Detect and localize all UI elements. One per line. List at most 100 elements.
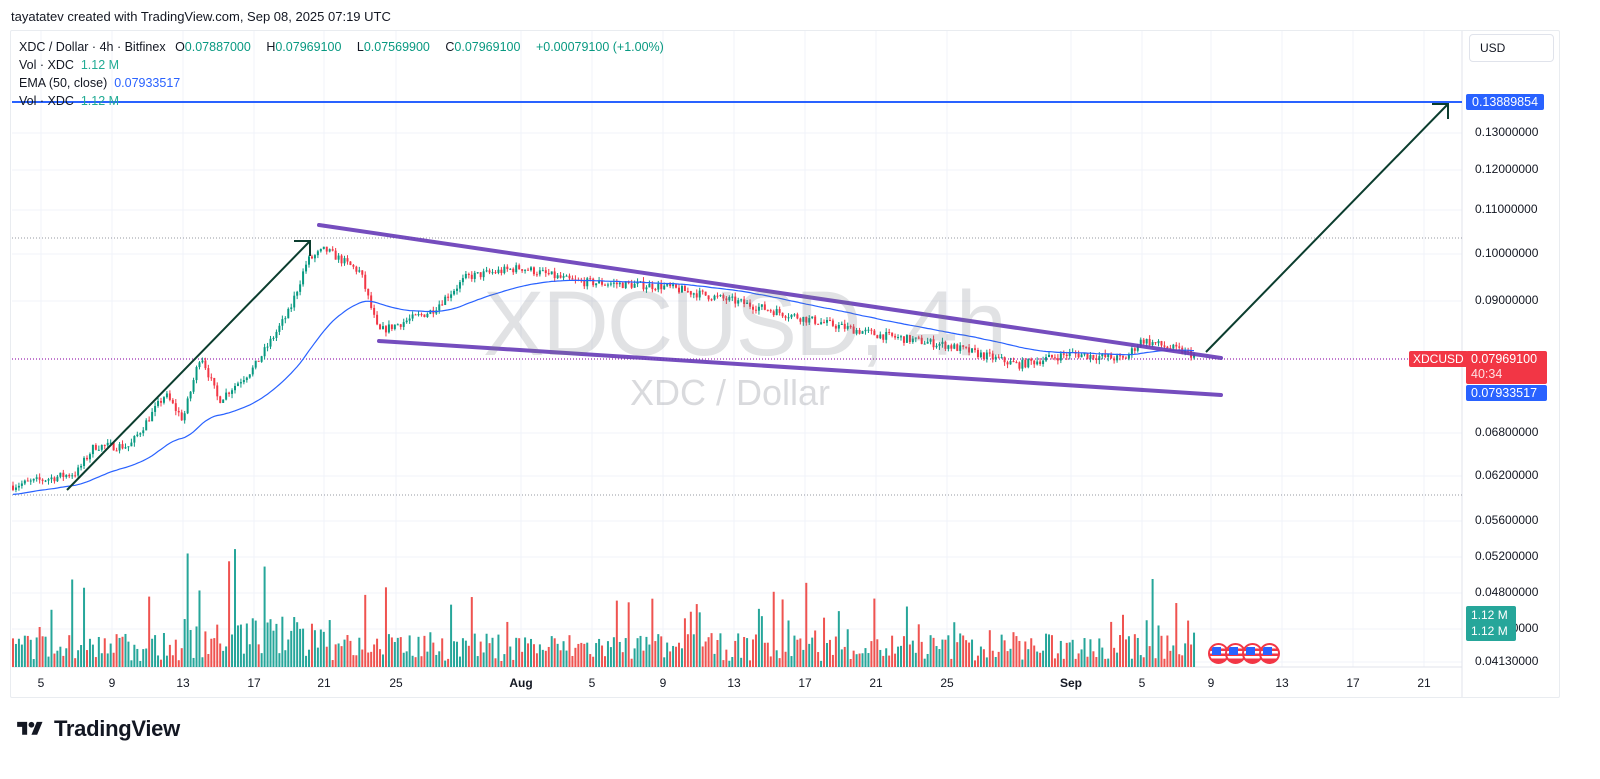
- candle-body: [746, 302, 749, 305]
- candle-body: [657, 283, 660, 290]
- candle-body: [1151, 342, 1154, 346]
- time-tick-label: 17: [1346, 676, 1360, 690]
- economic-events[interactable]: [1208, 643, 1280, 664]
- candle-body: [1015, 362, 1018, 364]
- volume-bar: [1000, 634, 1003, 667]
- volume-bar: [1148, 646, 1151, 667]
- candle-body: [1012, 361, 1015, 363]
- candle-body: [160, 401, 162, 403]
- candle-body: [710, 299, 713, 301]
- volume-bar: [450, 604, 453, 667]
- candle-body: [139, 433, 142, 435]
- volume-bar: [787, 620, 790, 667]
- us-flag-icon[interactable]: [1259, 643, 1280, 664]
- candle-body: [852, 326, 855, 334]
- volume-legend-row[interactable]: Vol · XDC 1.12 M: [19, 56, 670, 74]
- volume-bar: [390, 637, 393, 667]
- candle-body: [47, 479, 50, 481]
- volume-bar: [222, 650, 225, 667]
- ema-legend-row[interactable]: EMA (50, close) 0.07933517: [19, 74, 670, 92]
- tradingview-logo[interactable]: TradingView: [12, 716, 180, 742]
- volume-bar: [846, 629, 849, 667]
- candle-body: [62, 472, 65, 477]
- currency-button[interactable]: USD: [1469, 34, 1554, 62]
- volume-bar: [749, 660, 752, 667]
- candle-body: [245, 377, 248, 381]
- volume-bar: [343, 639, 346, 667]
- candle-body: [213, 377, 216, 386]
- candle-body: [130, 442, 133, 447]
- volume-bar: [991, 650, 994, 667]
- volume-bar: [1003, 640, 1006, 667]
- candle-body: [920, 337, 923, 344]
- volume-bar: [820, 660, 823, 667]
- volume-legend-row-2[interactable]: Vol · XDC 1.12 M: [19, 92, 670, 110]
- candle-body: [982, 352, 985, 360]
- price-tick-label: 0.11000000: [1475, 202, 1538, 216]
- candle-body: [180, 412, 183, 421]
- volume-bar: [864, 648, 867, 667]
- candle-body: [843, 323, 846, 329]
- close-key: C: [445, 40, 455, 54]
- candle-body: [343, 258, 346, 264]
- candle-body: [420, 314, 423, 316]
- volume-bar: [707, 637, 710, 667]
- candle-body: [65, 474, 68, 477]
- candle-body: [500, 269, 503, 274]
- candle-body: [319, 248, 322, 252]
- volume-bar: [231, 634, 234, 667]
- candle-body: [1142, 339, 1145, 344]
- candle-body: [784, 316, 787, 318]
- volume-bar: [766, 642, 769, 667]
- time-tick-label: 21: [869, 676, 883, 690]
- volume-bar: [888, 655, 891, 667]
- volume-bar: [65, 648, 68, 667]
- candle-body: [678, 287, 680, 293]
- volume-bar: [1077, 653, 1080, 667]
- volume-bar: [337, 643, 340, 667]
- volume-bar: [479, 641, 482, 667]
- volume-bar: [1119, 635, 1122, 667]
- candle-body: [423, 314, 426, 318]
- volume-bar: [485, 633, 488, 667]
- ema-value: 0.07933517: [114, 76, 181, 90]
- candle-body: [441, 304, 444, 306]
- candle-body: [953, 344, 956, 349]
- open-value: 0.07887000: [184, 40, 251, 54]
- volume-bar: [435, 654, 438, 667]
- candle-body: [396, 324, 399, 326]
- volume-bar: [814, 630, 817, 667]
- symbol-title[interactable]: XDC / Dollar · 4h · Bitfinex: [19, 40, 166, 54]
- volume-bar: [728, 660, 731, 667]
- volume-bar: [376, 638, 379, 667]
- candle-body: [538, 270, 541, 275]
- candle-body: [565, 275, 568, 277]
- volume-bar: [121, 636, 124, 667]
- candle-body: [488, 270, 491, 273]
- volume-bar: [701, 646, 704, 667]
- volume-bar: [518, 638, 521, 667]
- candle-body: [162, 397, 165, 403]
- candle-body: [1086, 353, 1089, 359]
- volume-bar: [402, 652, 405, 667]
- volume-bar: [293, 617, 296, 667]
- rally-arrow-head: [294, 240, 311, 256]
- volume-bar: [310, 623, 313, 667]
- candle-body: [275, 331, 278, 338]
- candle-body: [861, 331, 864, 334]
- volume-bar: [826, 642, 828, 667]
- candle-body: [503, 266, 506, 274]
- candle-body: [450, 294, 453, 298]
- candle-body: [695, 293, 698, 298]
- volume-bar: [207, 654, 210, 667]
- volume-bar: [331, 660, 334, 667]
- volume-bar: [796, 639, 799, 667]
- volume-bar: [512, 659, 515, 667]
- symbol-ohlc-row[interactable]: XDC / Dollar · 4h · Bitfinex O0.07887000…: [19, 38, 670, 56]
- candle-body: [524, 269, 527, 271]
- volume-bar: [195, 626, 198, 667]
- volume-bar: [692, 634, 695, 667]
- candle-body: [796, 314, 799, 319]
- candle-body: [248, 374, 251, 378]
